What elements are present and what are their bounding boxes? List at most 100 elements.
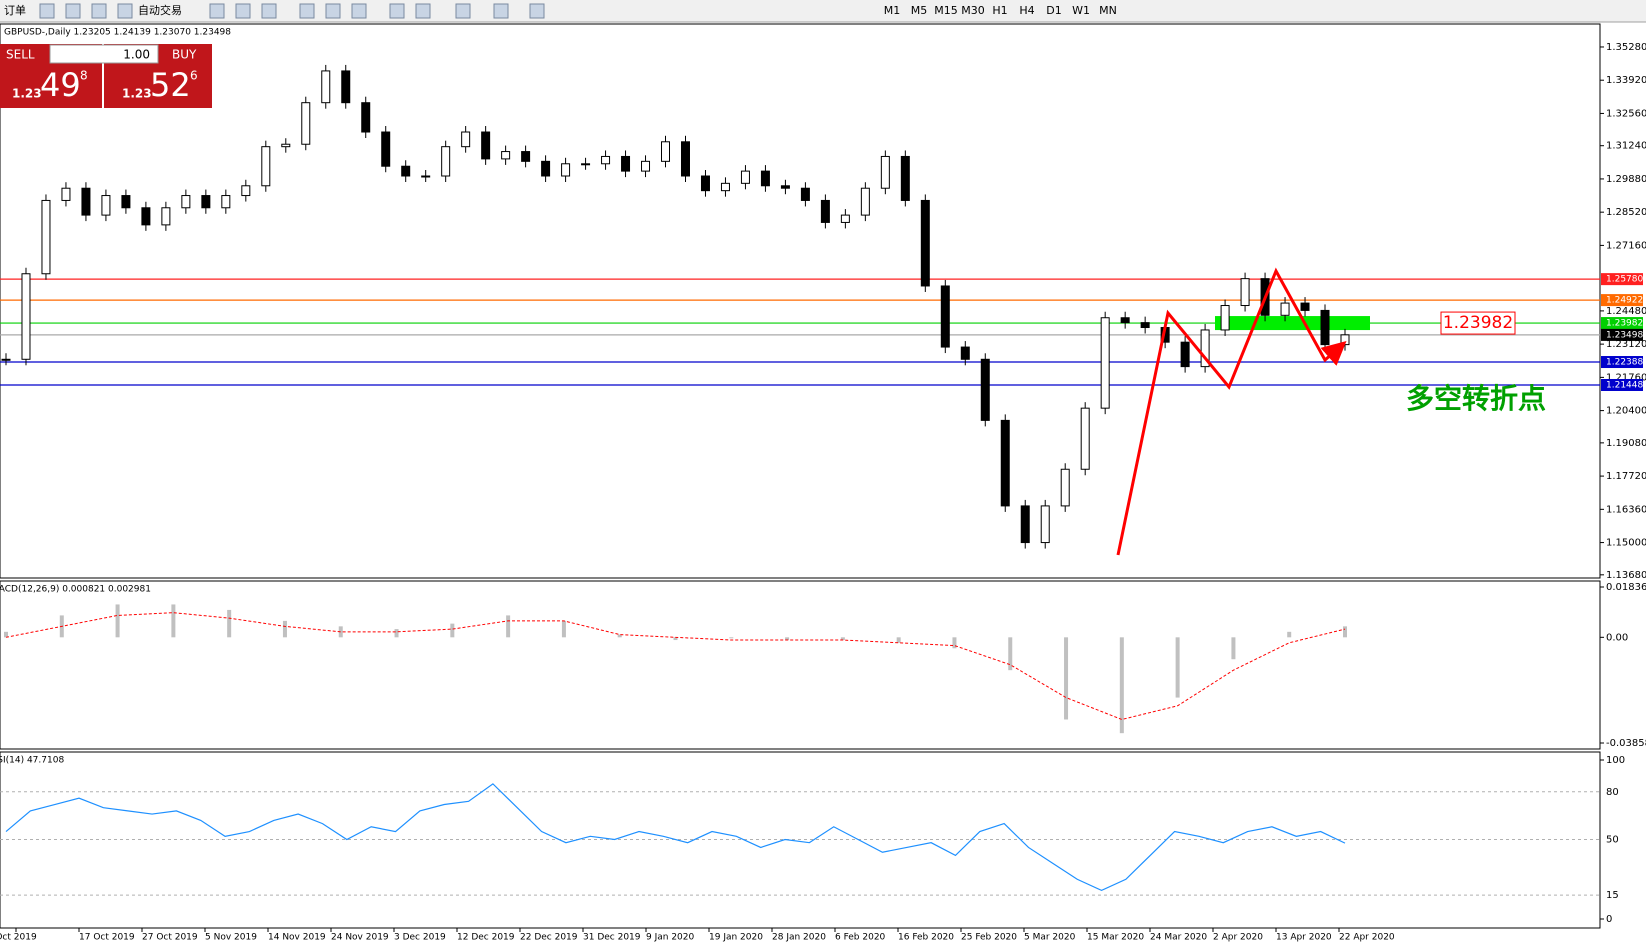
level-tag [1601,356,1643,369]
level-label: 1.21448 [1606,380,1643,390]
candle-body [441,146,451,177]
toolbar-icon[interactable] [299,3,315,19]
candle-body [1320,309,1330,346]
candle-body [680,141,690,177]
level-label: 1.24922 [1606,296,1643,306]
y-tick-label: 1.17720 [1606,471,1646,482]
candle-body [720,182,730,192]
x-tick-label: 5 Mar 2020 [1024,933,1076,943]
candle-body [740,170,750,184]
x-tick-label: 27 Oct 2019 [142,933,198,943]
candle-body [1340,334,1350,346]
x-tick-label: Oct 2019 [0,933,37,943]
toolbar-icon[interactable] [493,3,509,19]
menu-item[interactable]: 自动交易 [138,3,182,17]
period-button[interactable]: D1 [1046,4,1061,17]
candle-body [121,195,131,209]
toolbar-icon[interactable] [351,3,367,19]
indicator-title: RSI(14) 47.7108 [0,756,64,766]
candle-body [521,151,531,162]
candle-body [61,187,71,201]
macd-bar [506,615,511,638]
x-tick-label: 14 Nov 2019 [268,933,326,943]
candle-body [261,146,271,187]
candle-body [1120,317,1130,324]
macd-bar [673,637,678,641]
period-button[interactable]: M15 [934,4,958,17]
y-tick-label: 1.16360 [1606,504,1646,515]
candle-body [561,163,571,177]
buy-button[interactable]: BUY [172,48,197,62]
period-button[interactable]: M1 [884,4,901,17]
period-button[interactable]: W1 [1072,4,1090,17]
candle-body [21,273,31,360]
candle-body [1240,278,1250,307]
period-button[interactable]: M5 [911,4,928,17]
macd-bar [394,629,399,638]
macd-bar [1008,637,1013,671]
candle-body [840,214,850,223]
macd-bar [450,623,455,638]
level-tag [1601,273,1643,286]
candle-body [501,151,511,160]
toolbar-icon[interactable] [209,3,225,19]
toolbar-icon[interactable] [65,3,81,19]
candle-body [101,195,111,216]
toolbar-icon[interactable] [261,3,277,19]
period-button[interactable]: MN [1099,4,1117,17]
x-tick-label: 13 Apr 2020 [1276,933,1332,943]
macd-bar [4,631,8,638]
macd-bar [1175,637,1180,698]
candle-body [820,199,830,223]
macd-bar [1231,637,1236,660]
candle-body [1300,302,1310,311]
candle-body [201,195,211,209]
toolbar-icon[interactable] [415,3,431,19]
y-tick-label: 1.32560 [1606,108,1646,119]
candle-body [800,187,810,201]
candle-body [1020,505,1030,544]
price-panel [0,23,1601,579]
candle-body [980,358,990,421]
candle-body [1,358,11,361]
x-tick-label: 5 Nov 2019 [205,933,257,943]
sell-button[interactable]: SELL [6,48,35,62]
candle-body [1180,341,1190,368]
buy-price-main: 52 [150,66,191,104]
menu-item[interactable]: 订单 [4,4,26,17]
support-zone [1215,316,1370,331]
toolbar-icon[interactable] [117,3,133,19]
level-tag [1601,317,1643,330]
macd-bar [1119,637,1124,734]
toolbar-icon[interactable] [325,3,341,19]
level-tag [1601,294,1643,307]
lot-input[interactable]: 1.00 [123,48,150,62]
sell-price-main: 49 [40,66,81,104]
period-button[interactable]: H4 [1019,4,1034,17]
toolbar-icon[interactable] [235,3,251,19]
period-button[interactable]: H1 [992,4,1007,17]
period-button[interactable]: M30 [961,4,985,17]
x-tick-label: 31 Dec 2019 [583,933,641,943]
level-tag [1601,378,1643,391]
x-tick-label: 28 Jan 2020 [772,933,826,943]
toolbar-icon[interactable] [455,3,471,19]
candle-body [601,155,611,165]
x-tick-label: 24 Mar 2020 [1150,933,1207,943]
toolbar-icon[interactable] [39,3,55,19]
macd-bar [617,634,622,638]
candle-body [1220,305,1230,331]
toolbar-icon[interactable] [91,3,107,19]
toolbar-icon[interactable] [389,3,405,19]
candle-body [1000,419,1010,507]
candle-body [421,175,431,178]
toolbar-icon[interactable] [529,3,545,19]
candle-body [181,195,191,209]
macd-bar [840,637,845,641]
candle-body [81,187,91,216]
candle-body [1100,317,1110,409]
candle-body [1080,407,1090,470]
y-tick-label: 1.29880 [1606,174,1646,185]
y-tick-label: 1.24480 [1606,306,1646,317]
